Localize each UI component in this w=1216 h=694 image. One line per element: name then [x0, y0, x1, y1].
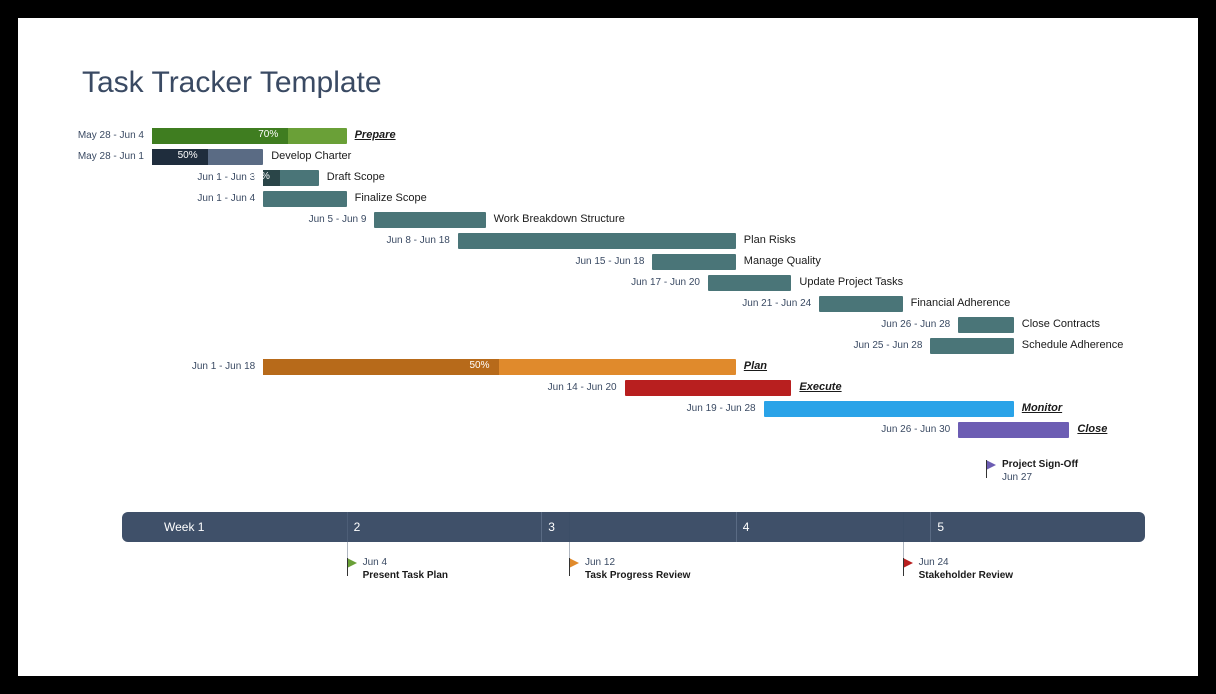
task-bar[interactable] [652, 254, 735, 270]
week-tick: 3 [541, 512, 555, 542]
task-date-range: May 28 - Jun 1 [78, 151, 144, 162]
milestone-flag-icon [903, 558, 913, 568]
task-bar[interactable] [764, 401, 1014, 417]
task-label: Work Breakdown Structure [494, 213, 625, 225]
week-tick: 5 [930, 512, 944, 542]
canvas: Task Tracker Template May 28 - Jun 4 70% P… [18, 18, 1198, 676]
task-date-range: Jun 25 - Jun 28 [853, 340, 922, 351]
week-tick: Week 1 [152, 512, 204, 542]
task-date-range: May 28 - Jun 4 [78, 130, 144, 141]
signoff-date: Jun 27 [1002, 472, 1032, 483]
milestone-name: Present Task Plan [363, 570, 448, 581]
timeline-bar: Week 1 2 3 4 5 [122, 512, 1145, 542]
task-date-range: Jun 1 - Jun 3 [197, 172, 255, 183]
task-date-range: Jun 1 - Jun 18 [192, 361, 255, 372]
phase-label: Prepare [355, 129, 396, 141]
milestone-flag-stem [347, 558, 348, 576]
milestone-date: Jun 4 [363, 557, 387, 568]
task-label: Finalize Scope [355, 192, 427, 204]
task-date-range: Jun 26 - Jun 30 [881, 424, 950, 435]
task-progress-pct: 30% [250, 171, 270, 182]
gantt-chart: May 28 - Jun 470%PrepareMay 28 - Jun 150… [82, 128, 1082, 528]
task-date-range: Jun 14 - Jun 20 [548, 382, 617, 393]
task-label: Develop Charter [271, 150, 351, 162]
task-label: Draft Scope [327, 171, 385, 183]
phase-label: Monitor [1022, 402, 1062, 414]
task-bar[interactable] [958, 317, 1014, 333]
task-label: Close Contracts [1022, 318, 1100, 330]
week-tick: 4 [736, 512, 750, 542]
milestone-flag-icon [347, 558, 357, 568]
task-progress-pct: 50% [178, 150, 198, 161]
milestone-date: Jun 12 [585, 557, 615, 568]
task-progress-pct: 70% [258, 129, 278, 140]
task-date-range: Jun 15 - Jun 18 [575, 256, 644, 267]
task-bar[interactable] [930, 338, 1013, 354]
milestone-name: Stakeholder Review [919, 570, 1013, 581]
milestone-text: Jun 4 Present Task Plan [363, 556, 448, 582]
task-bar[interactable]: 70% [152, 128, 347, 144]
task-date-range: Jun 1 - Jun 4 [197, 193, 255, 204]
task-progress-pct: 50% [469, 360, 489, 371]
signoff-text: Project Sign-Off Jun 27 [1002, 458, 1078, 484]
task-bar[interactable] [458, 233, 736, 249]
task-bar[interactable] [958, 422, 1069, 438]
task-bar[interactable] [819, 296, 902, 312]
milestone-text: Jun 12 Task Progress Review [585, 556, 690, 582]
signoff-flag-icon [986, 460, 996, 470]
task-label: Update Project Tasks [799, 276, 903, 288]
phase-label: Close [1077, 423, 1107, 435]
task-bar[interactable] [708, 275, 791, 291]
task-date-range: Jun 21 - Jun 24 [742, 298, 811, 309]
phase-label: Plan [744, 360, 767, 372]
signoff-name: Project Sign-Off [1002, 459, 1078, 470]
milestone-date: Jun 24 [919, 557, 949, 568]
task-bar[interactable]: 50% [263, 359, 736, 375]
task-progress-fill [263, 359, 499, 375]
milestone-flag-icon [569, 558, 579, 568]
task-date-range: Jun 19 - Jun 28 [687, 403, 756, 414]
task-date-range: Jun 8 - Jun 18 [386, 235, 449, 246]
week-tick: 2 [347, 512, 361, 542]
signoff-flag-stem [986, 460, 987, 478]
task-label: Financial Adherence [911, 297, 1011, 309]
milestone-name: Task Progress Review [585, 570, 690, 581]
task-date-range: Jun 5 - Jun 9 [309, 214, 367, 225]
milestone-text: Jun 24 Stakeholder Review [919, 556, 1013, 582]
task-label: Plan Risks [744, 234, 796, 246]
task-date-range: Jun 26 - Jun 28 [881, 319, 950, 330]
milestone-flag-stem [569, 558, 570, 576]
task-bar[interactable]: 50% [152, 149, 263, 165]
phase-label: Execute [799, 381, 841, 393]
task-date-range: Jun 17 - Jun 20 [631, 277, 700, 288]
task-bar[interactable] [625, 380, 792, 396]
milestone-flag-stem [903, 558, 904, 576]
task-bar[interactable] [263, 191, 346, 207]
task-label: Manage Quality [744, 255, 821, 267]
task-label: Schedule Adherence [1022, 339, 1124, 351]
page-title: Task Tracker Template [82, 66, 1134, 100]
task-bar[interactable]: 30% [263, 170, 319, 186]
task-bar[interactable] [374, 212, 485, 228]
